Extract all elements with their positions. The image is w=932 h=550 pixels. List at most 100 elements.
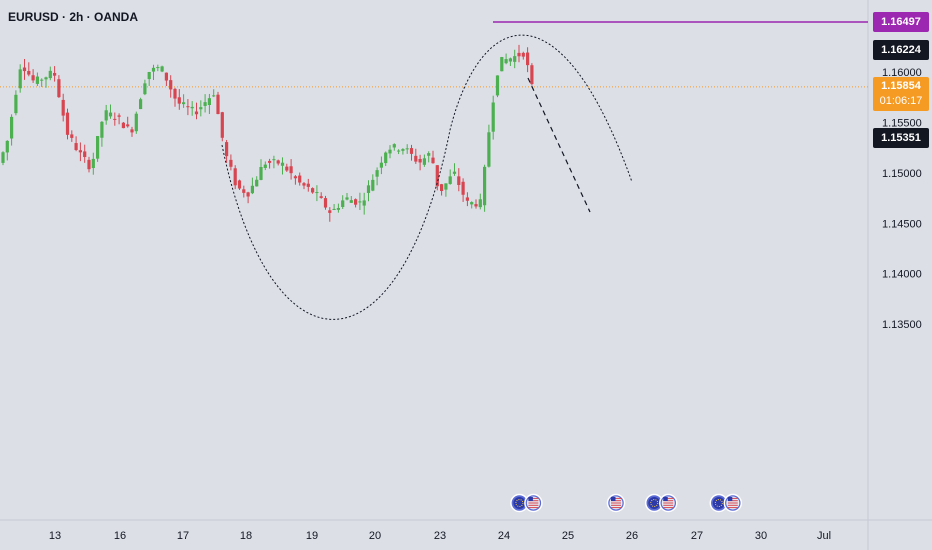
- candle: [478, 199, 482, 208]
- x-tick-label[interactable]: 13: [49, 530, 61, 542]
- candle: [5, 140, 9, 153]
- candle: [306, 183, 310, 187]
- candle: [384, 152, 388, 164]
- candle: [263, 164, 267, 168]
- candle: [78, 150, 82, 153]
- candle: [190, 106, 194, 109]
- x-tick-label[interactable]: 24: [498, 530, 510, 542]
- current-price-badge: 1.15854 01:06:17: [873, 76, 929, 111]
- candle: [272, 159, 276, 161]
- x-tick-label[interactable]: 20: [369, 530, 381, 542]
- forecast-dashed-line[interactable]: [527, 77, 591, 213]
- x-tick-label[interactable]: 26: [626, 530, 638, 542]
- us-flag-canton: [528, 497, 533, 501]
- candle: [164, 72, 168, 81]
- us-flag-canton: [611, 497, 616, 501]
- high-price-badge: 1.16224: [873, 39, 929, 60]
- candle: [397, 150, 401, 152]
- x-tick-label[interactable]: 25: [562, 530, 574, 542]
- candle: [375, 170, 379, 177]
- y-tick-label: 1.14000: [882, 269, 922, 281]
- candle: [35, 76, 39, 84]
- x-tick-label[interactable]: 17: [177, 530, 189, 542]
- candle: [233, 168, 237, 186]
- candle: [508, 58, 512, 62]
- candle: [108, 112, 113, 117]
- candle: [156, 67, 160, 69]
- candle: [259, 167, 263, 180]
- candle: [169, 80, 173, 90]
- candle: [87, 159, 91, 170]
- candle: [323, 198, 328, 208]
- x-tick-label[interactable]: 23: [434, 530, 446, 542]
- projection-arc[interactable]: [221, 34, 633, 320]
- candle: [83, 151, 87, 158]
- candle: [293, 176, 297, 179]
- candle: [255, 179, 259, 187]
- candle: [362, 200, 366, 206]
- candle: [186, 106, 190, 108]
- candle: [517, 52, 521, 57]
- x-tick-label[interactable]: 16: [114, 530, 126, 542]
- x-tick-label[interactable]: 30: [755, 530, 767, 542]
- candle: [289, 166, 293, 174]
- candle: [526, 52, 530, 66]
- candle: [27, 70, 31, 75]
- x-tick-label[interactable]: 18: [240, 530, 252, 542]
- target-price-badge: 1.16497: [873, 12, 929, 32]
- candle: [298, 175, 302, 183]
- candle: [242, 189, 246, 193]
- candle: [61, 99, 65, 116]
- candle: [121, 122, 125, 129]
- candle: [22, 67, 27, 72]
- candle: [470, 202, 474, 205]
- candle: [491, 102, 495, 132]
- candle: [379, 162, 383, 168]
- candle: [336, 207, 340, 210]
- eu-flag-icon-fill: [513, 497, 526, 509]
- symbol-title[interactable]: EURUSD · 2h · OANDA: [8, 10, 139, 24]
- x-tick-label[interactable]: 27: [691, 530, 703, 542]
- candle: [358, 201, 362, 203]
- eu-flag-icon-fill: [712, 497, 725, 509]
- candle: [182, 102, 186, 105]
- candle: [285, 166, 289, 171]
- candle: [44, 77, 48, 80]
- candle: [354, 199, 358, 205]
- candle: [422, 158, 426, 165]
- candle: [474, 204, 478, 207]
- candle: [431, 157, 435, 164]
- y-tick-label: 1.15500: [882, 117, 922, 129]
- candle: [268, 160, 272, 163]
- candle: [57, 79, 61, 98]
- candle: [452, 171, 457, 174]
- candle: [53, 72, 57, 76]
- candle: [100, 121, 104, 138]
- candle: [250, 185, 254, 194]
- candle: [349, 200, 353, 203]
- candle: [341, 200, 345, 207]
- candle: [483, 166, 487, 206]
- candle: [461, 181, 465, 195]
- candle: [207, 98, 211, 105]
- candle: [487, 132, 491, 167]
- candle: [31, 75, 35, 81]
- candle: [246, 192, 250, 197]
- candle: [392, 144, 396, 148]
- candle: [332, 208, 336, 210]
- candle: [371, 179, 375, 191]
- candle: [521, 52, 525, 57]
- candle: [513, 56, 517, 62]
- x-tick-label[interactable]: Jul: [817, 530, 831, 542]
- candle: [276, 160, 280, 164]
- candle: [117, 115, 121, 117]
- candle: [177, 97, 181, 104]
- us-flag-canton: [727, 497, 733, 501]
- candle: [139, 99, 143, 110]
- candle: [130, 129, 134, 133]
- candle: [173, 88, 177, 99]
- x-tick-label[interactable]: 19: [306, 530, 318, 542]
- candle: [104, 110, 108, 121]
- candle: [401, 149, 405, 151]
